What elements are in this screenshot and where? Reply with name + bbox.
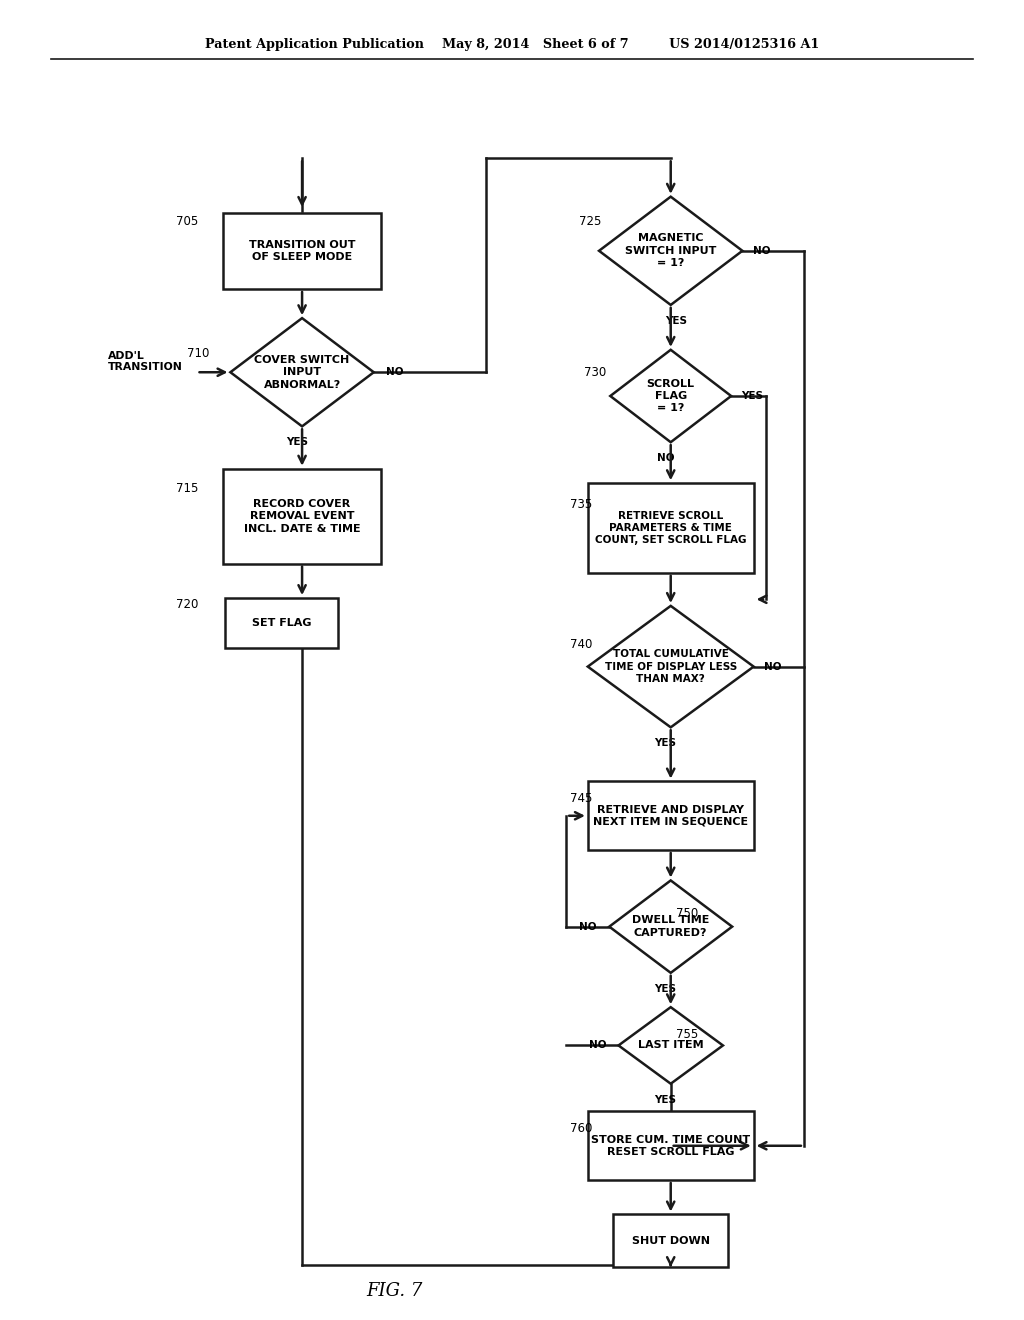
Text: YES: YES <box>654 1094 677 1105</box>
Text: 745: 745 <box>570 792 593 805</box>
Text: NO: NO <box>386 367 403 378</box>
Polygon shape <box>610 350 731 442</box>
FancyBboxPatch shape <box>225 598 338 648</box>
FancyBboxPatch shape <box>588 781 754 850</box>
Text: FIG. 7: FIG. 7 <box>366 1282 423 1300</box>
Text: 735: 735 <box>570 498 593 511</box>
FancyBboxPatch shape <box>588 483 754 573</box>
Text: RECORD COVER
REMOVAL EVENT
INCL. DATE & TIME: RECORD COVER REMOVAL EVENT INCL. DATE & … <box>244 499 360 533</box>
Text: RETRIEVE AND DISPLAY
NEXT ITEM IN SEQUENCE: RETRIEVE AND DISPLAY NEXT ITEM IN SEQUEN… <box>593 805 749 826</box>
FancyBboxPatch shape <box>222 469 381 564</box>
Text: YES: YES <box>654 738 677 748</box>
Text: 725: 725 <box>579 215 601 228</box>
Text: SHUT DOWN: SHUT DOWN <box>632 1236 710 1246</box>
FancyBboxPatch shape <box>222 213 381 289</box>
Text: YES: YES <box>286 437 308 447</box>
Polygon shape <box>609 880 732 973</box>
Polygon shape <box>230 318 374 426</box>
FancyBboxPatch shape <box>613 1214 728 1267</box>
Polygon shape <box>588 606 754 727</box>
Text: SET FLAG: SET FLAG <box>252 618 311 628</box>
Text: DWELL TIME
CAPTURED?: DWELL TIME CAPTURED? <box>632 916 710 937</box>
Text: NO: NO <box>753 246 770 256</box>
Text: YES: YES <box>665 315 687 326</box>
Text: 715: 715 <box>176 482 199 495</box>
Text: COVER SWITCH
INPUT
ABNORMAL?: COVER SWITCH INPUT ABNORMAL? <box>254 355 350 389</box>
Text: 720: 720 <box>176 598 199 611</box>
Text: MAGNETIC
SWITCH INPUT
= 1?: MAGNETIC SWITCH INPUT = 1? <box>625 234 717 268</box>
Text: YES: YES <box>654 983 677 994</box>
Text: TOTAL CUMULATIVE
TIME OF DISPLAY LESS
THAN MAX?: TOTAL CUMULATIVE TIME OF DISPLAY LESS TH… <box>604 649 737 684</box>
Text: SCROLL
FLAG
= 1?: SCROLL FLAG = 1? <box>647 379 694 413</box>
Text: ADD'L
TRANSITION: ADD'L TRANSITION <box>108 351 182 372</box>
Text: LAST ITEM: LAST ITEM <box>638 1040 703 1051</box>
Text: 730: 730 <box>584 366 606 379</box>
Text: 740: 740 <box>570 638 593 651</box>
Text: 705: 705 <box>176 215 199 228</box>
Text: NO: NO <box>580 921 597 932</box>
Text: RETRIEVE SCROLL
PARAMETERS & TIME
COUNT, SET SCROLL FLAG: RETRIEVE SCROLL PARAMETERS & TIME COUNT,… <box>595 511 746 545</box>
Text: STORE CUM. TIME COUNT
RESET SCROLL FLAG: STORE CUM. TIME COUNT RESET SCROLL FLAG <box>591 1135 751 1156</box>
Text: Patent Application Publication    May 8, 2014   Sheet 6 of 7         US 2014/012: Patent Application Publication May 8, 20… <box>205 38 819 51</box>
Polygon shape <box>618 1007 723 1084</box>
Text: NO: NO <box>656 453 675 463</box>
FancyBboxPatch shape <box>588 1111 754 1180</box>
Text: 710: 710 <box>187 347 210 360</box>
Text: 755: 755 <box>676 1028 698 1041</box>
Text: 750: 750 <box>676 907 698 920</box>
Text: NO: NO <box>764 661 781 672</box>
Polygon shape <box>599 197 742 305</box>
Text: YES: YES <box>741 391 763 401</box>
Text: TRANSITION OUT
OF SLEEP MODE: TRANSITION OUT OF SLEEP MODE <box>249 240 355 261</box>
Text: NO: NO <box>589 1040 606 1051</box>
Text: 760: 760 <box>570 1122 593 1135</box>
